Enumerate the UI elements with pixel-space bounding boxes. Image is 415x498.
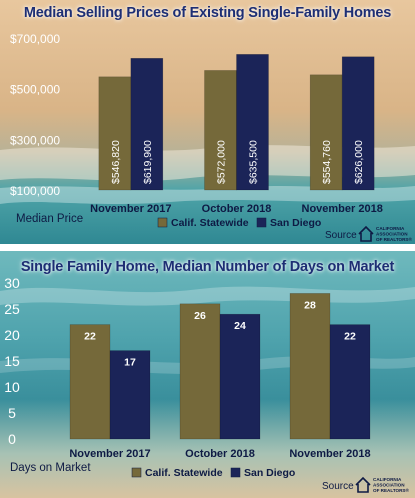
- price-legend-entry: Calif. Statewide: [171, 217, 249, 229]
- days-logo-text: CALIFORNIA: [373, 477, 402, 482]
- price-chart: $100,000 $300,000 $500,000 $700,000 $546,820…: [10, 32, 412, 242]
- days-ytick-label: 20: [4, 327, 20, 343]
- price-data-label: $626,000: [353, 140, 365, 184]
- price-legend-entry: San Diego: [270, 217, 321, 229]
- days-ytick-label: 0: [8, 431, 16, 447]
- days-chart: 0 5 10 15 20 25 30 22 17 November 2017 26 24 October…: [4, 275, 409, 493]
- days-ytick-label: 5: [8, 405, 16, 421]
- days-bar-calif: [289, 293, 331, 440]
- price-logo-text: CALIFORNIA: [376, 226, 405, 231]
- price-data-label: $572,000: [216, 140, 228, 184]
- price-logo-text: OF REALTORS®: [376, 236, 412, 242]
- days-data-label: 17: [124, 357, 136, 369]
- days-legend-swatch: [131, 467, 142, 478]
- price-data-label: $546,820: [110, 140, 122, 184]
- price-category-label: October 2018: [202, 203, 272, 215]
- price-chart-title: Median Selling Prices of Existing Single…: [23, 5, 392, 21]
- house-outline-icon: [358, 225, 374, 242]
- price-source-label: Source: [325, 230, 357, 241]
- price-data-label: $619,900: [142, 140, 154, 184]
- days-ytick-label: 15: [4, 353, 20, 369]
- days-data-label: 22: [344, 331, 356, 343]
- price-data-label: $554,760: [321, 140, 333, 184]
- days-bar-san-diego: [219, 313, 261, 440]
- days-category-label: October 2018: [185, 448, 255, 460]
- days-bar-san-diego: [109, 350, 151, 440]
- days-chart-panel: Single Family Home, Median Number of Day…: [0, 251, 415, 498]
- days-legend-entry: Calif. Statewide: [145, 467, 223, 479]
- days-logo-text: OF REALTORS®: [373, 487, 409, 493]
- days-ytick-label: 25: [4, 301, 20, 317]
- price-bar-san-diego: [236, 54, 269, 191]
- days-legend-entry: San Diego: [244, 467, 295, 479]
- days-chart-title: Single Family Home, Median Number of Day…: [20, 259, 395, 275]
- days-bar-san-diego: [329, 324, 371, 440]
- price-data-label: $635,500: [248, 140, 260, 184]
- panel-divider: [0, 244, 415, 251]
- days-bar-calif: [69, 324, 111, 440]
- days-data-label: 26: [194, 310, 206, 322]
- price-ytick-label: $300,000: [10, 133, 60, 147]
- price-legend-swatch: [256, 217, 267, 228]
- days-ytick-label: 30: [4, 275, 20, 291]
- days-ytick-label: 10: [4, 379, 20, 395]
- days-source-label: Source: [322, 481, 354, 492]
- days-axis-name: Days on Market: [10, 462, 91, 474]
- price-category-label: November 2017: [90, 203, 171, 215]
- days-data-label: 28: [304, 299, 316, 311]
- price-ytick-label: $700,000: [10, 32, 60, 46]
- days-logo-text: ASSOCIATION: [373, 483, 405, 488]
- price-bar-san-diego: [130, 57, 164, 191]
- days-category-label: November 2017: [69, 448, 150, 460]
- house-outline-icon: [355, 476, 371, 493]
- days-data-label: 24: [234, 320, 246, 332]
- price-logo-text: ASSOCIATION: [376, 232, 408, 237]
- price-category-label: November 2018: [302, 203, 383, 215]
- days-legend-swatch: [230, 467, 241, 478]
- price-axis-name: Median Price: [16, 213, 83, 225]
- price-ytick-label: $500,000: [10, 83, 60, 97]
- price-bar-san-diego: [341, 56, 375, 191]
- days-bar-calif: [179, 303, 221, 440]
- days-data-label: 22: [84, 331, 96, 343]
- days-category-label: November 2018: [289, 448, 370, 460]
- price-ytick-label: $100,000: [10, 184, 60, 198]
- price-bar-calif: [98, 76, 132, 191]
- price-legend-swatch: [157, 217, 168, 228]
- price-chart-panel: Median Selling Prices of Existing Single…: [0, 0, 415, 244]
